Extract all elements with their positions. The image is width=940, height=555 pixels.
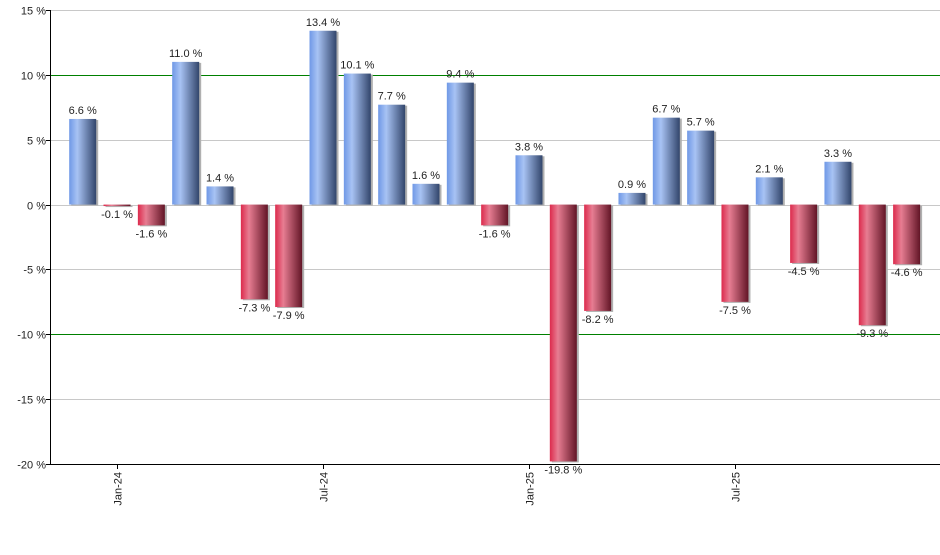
data-label: 11.0 % bbox=[169, 48, 203, 60]
data-label: 1.6 % bbox=[412, 170, 440, 182]
bar-Aug-24 bbox=[343, 73, 371, 205]
data-labels: 6.6 %-0.1 %-1.6 %11.0 %1.4 %-7.3 %-7.9 %… bbox=[69, 17, 923, 477]
data-label: -1.6 % bbox=[135, 228, 167, 240]
data-label: 6.7 % bbox=[652, 104, 680, 116]
bar-Apr-24 bbox=[206, 186, 234, 205]
bar-Mar-24 bbox=[172, 61, 200, 205]
bar-Oct-24 bbox=[412, 183, 440, 205]
data-label: 13.4 % bbox=[306, 17, 340, 29]
bar-Jun-24 bbox=[275, 204, 303, 308]
bar-Mar-25 bbox=[584, 204, 612, 311]
bar-Dec-23 bbox=[69, 118, 97, 205]
x-tick-label: Jul-25 bbox=[731, 472, 743, 502]
data-label: -0.1 % bbox=[101, 209, 133, 221]
bar-Jun-25 bbox=[687, 130, 715, 205]
y-tick-label: -15 % bbox=[17, 395, 46, 407]
data-label: 10.1 % bbox=[340, 60, 374, 72]
data-label: -7.9 % bbox=[273, 310, 305, 322]
data-label: -7.3 % bbox=[238, 302, 270, 314]
bar-Jul-24 bbox=[309, 30, 337, 205]
y-tick-label: -10 % bbox=[17, 330, 46, 342]
bar-Nov-24 bbox=[446, 82, 474, 205]
data-label: -7.5 % bbox=[719, 305, 751, 317]
bar-Sep-25 bbox=[790, 204, 818, 263]
data-label: 3.3 % bbox=[824, 148, 852, 160]
bar-Aug-25 bbox=[755, 177, 783, 205]
bar-Apr-25 bbox=[618, 192, 646, 205]
x-tick-label: Jan-25 bbox=[525, 472, 537, 506]
y-tick-label: 5 % bbox=[27, 136, 46, 148]
data-label: -4.6 % bbox=[891, 267, 923, 279]
bar-Nov-25 bbox=[858, 204, 886, 326]
data-label: -19.8 % bbox=[544, 464, 582, 476]
data-label: 1.4 % bbox=[206, 172, 234, 184]
data-label: 6.6 % bbox=[69, 105, 97, 117]
bar-Feb-24 bbox=[137, 204, 165, 226]
bar-Jul-25 bbox=[721, 204, 749, 302]
bar-Feb-25 bbox=[549, 204, 577, 462]
bar-Oct-25 bbox=[824, 161, 852, 205]
data-label: 5.7 % bbox=[687, 117, 715, 129]
axes: 15 % 10 % 5 % 0 % -5 % -10 % -15 % -20 % Jan-24 J… bbox=[17, 6, 940, 506]
bar-Jan-25 bbox=[515, 155, 543, 205]
y-tick-label: 15 % bbox=[21, 6, 46, 18]
bar-Jan-24 bbox=[103, 204, 131, 207]
bars bbox=[69, 30, 923, 463]
y-tick-label: 10 % bbox=[21, 71, 46, 83]
data-label: -1.6 % bbox=[479, 228, 511, 240]
bar-May-25 bbox=[652, 117, 680, 205]
y-tick-label: -5 % bbox=[23, 265, 46, 277]
bar-Dec-24 bbox=[481, 204, 509, 226]
x-tick-label: Jan-24 bbox=[113, 472, 125, 506]
data-label: -8.2 % bbox=[582, 314, 614, 326]
data-label: 0.9 % bbox=[618, 179, 646, 191]
data-label: 3.8 % bbox=[515, 141, 543, 153]
bar-shadow bbox=[105, 205, 133, 208]
data-label: -4.5 % bbox=[788, 266, 820, 278]
data-label: -9.3 % bbox=[856, 328, 888, 340]
bar-Sep-24 bbox=[378, 104, 406, 205]
data-label: 2.1 % bbox=[755, 163, 783, 175]
bar-Dec-25 bbox=[893, 204, 921, 265]
y-tick-label: 0 % bbox=[27, 201, 46, 213]
data-label: 7.7 % bbox=[378, 91, 406, 103]
x-tick-label: Jul-24 bbox=[319, 472, 331, 502]
data-label: 9.4 % bbox=[446, 69, 474, 81]
y-tick-label: -20 % bbox=[17, 460, 46, 472]
bar-May-24 bbox=[240, 204, 268, 300]
